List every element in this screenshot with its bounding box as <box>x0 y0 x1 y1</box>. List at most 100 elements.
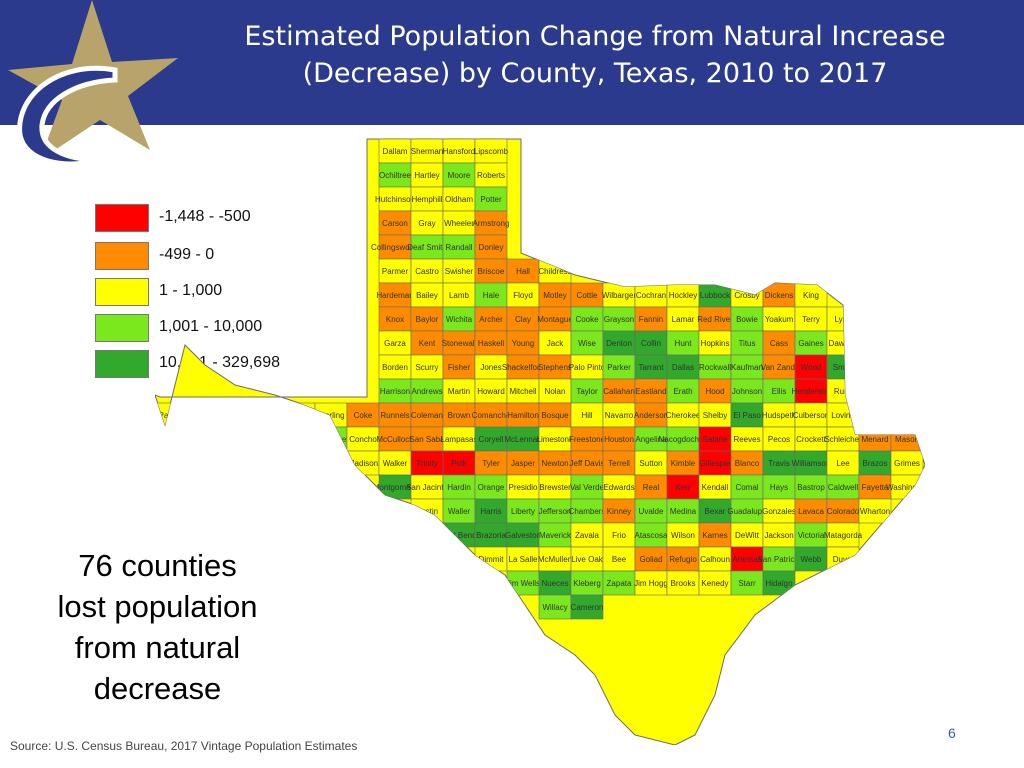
county-label: Travis <box>768 459 789 468</box>
county-label: Refugio <box>669 555 697 564</box>
county-label: Robertson <box>313 459 350 468</box>
county-moore: Moore <box>442 162 476 188</box>
county-young: Young <box>506 330 540 356</box>
county-label: Glasscock <box>281 411 319 420</box>
county-caldwell: Caldwell <box>826 474 860 500</box>
county-gray: Gray <box>410 210 444 236</box>
county-label: Ellis <box>772 387 787 396</box>
county-tarrant: Tarrant <box>634 354 668 380</box>
county-hartley: Hartley <box>410 162 444 188</box>
county-yoakum: Yoakum <box>762 306 796 332</box>
county-label: Galveston <box>505 531 541 540</box>
county-label: Winkler <box>190 411 217 420</box>
county-fannin: Fannin <box>634 306 668 332</box>
county-shape <box>442 426 476 452</box>
county-label: Navarro <box>605 411 634 420</box>
county-label: Polk <box>451 459 468 468</box>
county-ellis: Ellis <box>762 378 796 404</box>
county-shape <box>570 450 604 476</box>
county-label: Hale <box>483 291 500 300</box>
county-shape <box>666 354 700 380</box>
county-zavala: Zavala <box>570 522 604 548</box>
county-label: Limestone <box>537 435 574 444</box>
county-swisher: Swisher <box>442 258 476 284</box>
county-label: Kenedy <box>701 579 728 588</box>
county-label: Callahan <box>603 387 635 396</box>
county-label: Blanco <box>735 459 760 468</box>
county-shape <box>410 474 444 500</box>
county-shape <box>730 402 764 428</box>
county-rusk: Rusk <box>826 378 860 404</box>
county-label: Kleberg <box>573 579 601 588</box>
county-shape <box>666 378 700 404</box>
county-shape <box>570 282 604 308</box>
county-label: Bee <box>612 555 627 564</box>
county-trinity: Trinity <box>410 450 444 476</box>
county-san-patricio: San Patricio <box>757 546 801 572</box>
county-label: Midland <box>253 411 281 420</box>
county-comal: Comal <box>730 474 764 500</box>
county-hutchinson: Hutchinson <box>375 186 415 212</box>
county-label: Cherokee <box>666 411 701 420</box>
county-castro: Castro <box>410 258 444 284</box>
county-shape <box>570 306 604 332</box>
county-label: Jackson <box>764 531 793 540</box>
county-la-salle: La Salle <box>506 546 540 572</box>
county-label: Titus <box>738 339 755 348</box>
county-upton: Upton <box>218 426 252 452</box>
callout-text: 76 counties lost population from natural… <box>40 545 275 709</box>
county-label: Lampasas <box>441 435 478 444</box>
county-kenedy: Kenedy <box>698 570 732 596</box>
county-houston: Houston <box>602 426 636 452</box>
county-gaines: Gaines <box>794 330 828 356</box>
county-label: Wilson <box>671 531 695 540</box>
county-label: Stephens <box>538 363 572 372</box>
county-rockwall: Rockwall <box>698 354 732 380</box>
county-shape <box>410 378 444 404</box>
county-label: Newton <box>541 459 568 468</box>
callout-line-1: 76 counties <box>78 548 237 583</box>
county-bailey: Bailey <box>410 282 444 308</box>
county-glasscock: Glasscock <box>281 402 319 428</box>
county-label: Dallam <box>383 147 408 156</box>
legend-item-3: 1 - 1,000 <box>95 278 335 306</box>
county-shape <box>378 258 412 284</box>
county-runnels: Runnels <box>378 402 412 428</box>
county-label: Wilbarger <box>602 291 637 300</box>
county-jeff-davis: Jeff Davis <box>570 450 604 476</box>
county-label: Lamar <box>672 315 695 324</box>
county-nueces: Nueces <box>538 570 572 596</box>
county-label: McCulloch <box>376 435 413 444</box>
county-label: Moore <box>448 171 471 180</box>
county-shape <box>442 306 476 332</box>
county-label: Yoakum <box>765 315 794 324</box>
county-wharton: Wharton <box>858 498 892 524</box>
county-shape <box>474 234 508 260</box>
county-shape <box>730 498 764 524</box>
county-willacy: Willacy <box>538 594 572 620</box>
county-label: Ochiltree <box>379 171 412 180</box>
county-label: McMullen <box>538 555 572 564</box>
county-brazoria: Brazoria <box>474 522 508 548</box>
county-label: Brazoria <box>476 531 506 540</box>
county-shape <box>890 450 924 476</box>
county-callahan: Callahan <box>602 378 636 404</box>
county-comanche: Comanche <box>472 402 511 428</box>
county-label: Anderson <box>634 411 668 420</box>
county-floyd: Floyd <box>506 282 540 308</box>
county-label: Wheeler <box>444 219 474 228</box>
county-karnes: Karnes <box>698 522 732 548</box>
title-line-1: Estimated Population Change from Natural… <box>244 21 946 52</box>
county-label: Brazos <box>863 459 888 468</box>
county-label: Reeves <box>733 435 760 444</box>
county-madison: Madison <box>346 450 380 476</box>
county-label: Starr <box>738 579 756 588</box>
county-label: Rusk <box>834 387 853 396</box>
county-lavaca: Lavaca <box>794 498 828 524</box>
county-shape <box>155 402 188 428</box>
county-label: Upton <box>224 435 245 444</box>
county-shape <box>538 450 572 476</box>
county-navarro: Navarro <box>602 402 636 428</box>
